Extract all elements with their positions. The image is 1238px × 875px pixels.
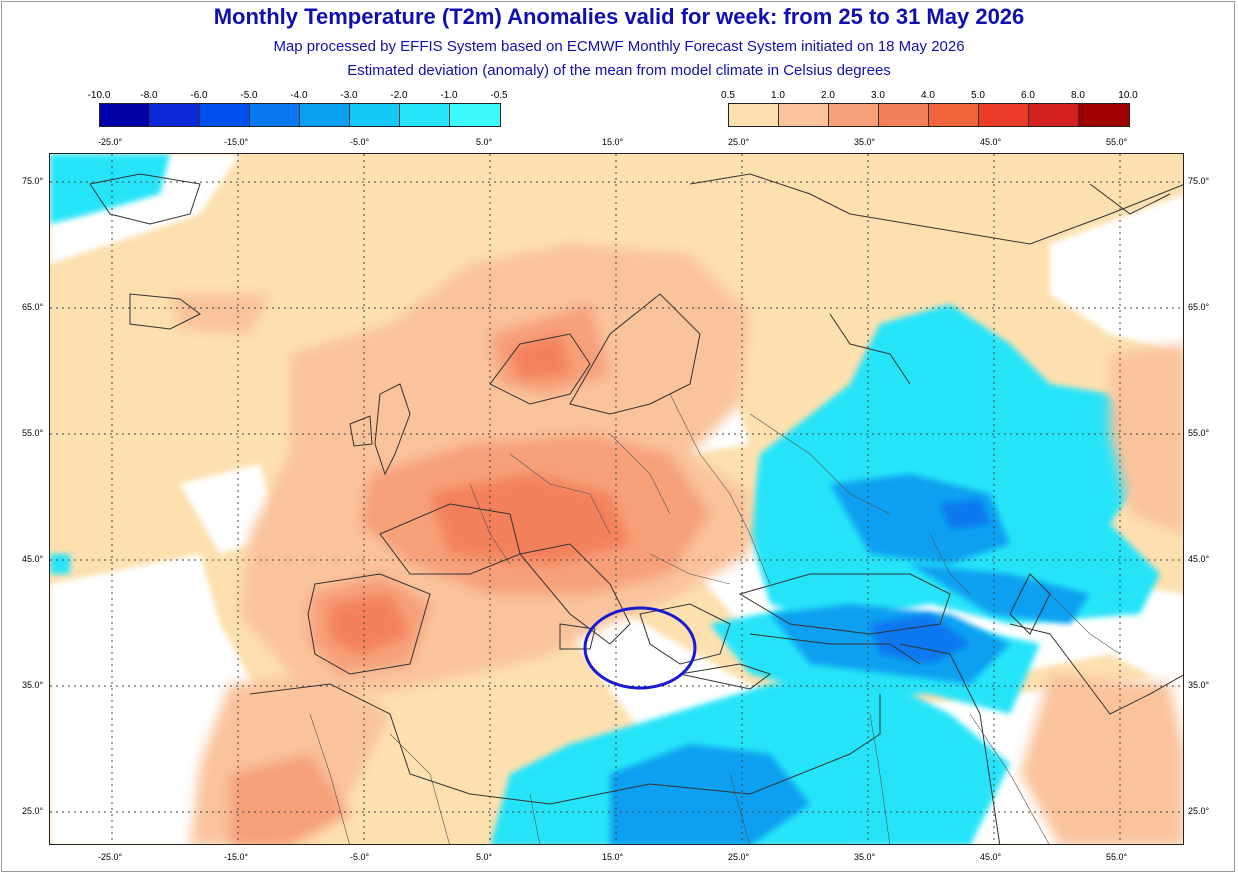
legend-negative: -10.0 -8.0 -6.0 -5.0 -4.0 -3.0 -2.0 -1.0 -0.5 [88, 90, 508, 127]
legend-positive-swatches [728, 103, 1130, 127]
longitude-label: 5.0° [476, 852, 493, 862]
anomaly-map-svg [50, 154, 1183, 844]
longitude-label: 45.0° [980, 852, 1002, 862]
latitude-label: 25.0° [22, 806, 44, 816]
legend-negative-labels: -10.0 -8.0 -6.0 -5.0 -4.0 -3.0 -2.0 -1.0 -0.5 [88, 90, 508, 103]
legend-negative-swatch [300, 104, 350, 126]
latitude-label: 25.0° [1188, 806, 1210, 816]
longitude-label: 55.0° [1106, 137, 1128, 147]
map-subtitle-description: Estimated deviation (anomaly) of the mea… [347, 62, 891, 79]
latitude-label: 35.0° [1188, 680, 1210, 690]
latitude-label: 55.0° [22, 428, 44, 438]
legend-negative-label: -3.0 [340, 90, 358, 101]
longitude-label: -25.0° [98, 137, 123, 147]
anomaly-map [49, 153, 1184, 845]
legend-negative-label: -2.0 [390, 90, 408, 101]
map-title: Monthly Temperature (T2m) Anomalies vali… [213, 4, 1025, 29]
legend-positive-label: 4.0 [921, 90, 935, 101]
longitude-label: -5.0° [350, 137, 370, 147]
legend-positive-label: 1.0 [771, 90, 785, 101]
legend-negative-label: -1.0 [440, 90, 458, 101]
legend-positive-swatch [879, 104, 929, 126]
legend-positive-swatch [729, 104, 779, 126]
latitude-label: 75.0° [22, 176, 44, 186]
legend-negative-swatch [100, 104, 150, 126]
legend-positive-swatch [1029, 104, 1079, 126]
latitude-label: 45.0° [1188, 554, 1210, 564]
longitude-label: -15.0° [224, 137, 249, 147]
legend-negative-label: -4.0 [290, 90, 308, 101]
legend-positive-labels: 0.5 1.0 2.0 3.0 4.0 5.0 6.0 8.0 10.0 [721, 90, 1138, 103]
legend-negative-label: -8.0 [140, 90, 158, 101]
legend-positive-label: 0.5 [721, 90, 735, 101]
western-cyan-patches [50, 554, 70, 574]
latitude-label: 65.0° [1188, 302, 1210, 312]
longitude-label: 25.0° [728, 852, 750, 862]
legend-negative-label: -6.0 [190, 90, 208, 101]
legend-negative-swatch [150, 104, 200, 126]
legend-positive-label: 8.0 [1071, 90, 1085, 101]
longitude-label: 15.0° [602, 137, 624, 147]
longitude-label: 55.0° [1106, 852, 1128, 862]
map-subtitle-source: Map processed by EFFIS System based on E… [273, 38, 965, 55]
country-borders [309, 393, 1121, 844]
longitude-label: -25.0° [98, 852, 123, 862]
longitude-label: 45.0° [980, 137, 1002, 147]
longitude-label: 35.0° [854, 852, 876, 862]
latitude-label: 35.0° [22, 680, 44, 690]
legend-positive-swatch [829, 104, 879, 126]
legend-positive-swatch [779, 104, 829, 126]
legend-negative-swatch [400, 104, 450, 126]
highlight-circle-annotation [583, 606, 697, 690]
legend-negative-label: -10.0 [87, 90, 111, 101]
legend-positive-swatch [979, 104, 1029, 126]
latitude-label: 55.0° [1188, 428, 1210, 438]
legend-positive-swatch [1079, 104, 1129, 126]
legend-negative-swatch [200, 104, 250, 126]
legend-negative-label: -5.0 [240, 90, 258, 101]
legend-positive-label: 3.0 [871, 90, 885, 101]
legend-negative-swatch [450, 104, 500, 126]
legend-negative-swatches [99, 103, 501, 127]
strong-hot-region [330, 334, 630, 654]
longitude-label: 25.0° [728, 137, 750, 147]
latitude-label: 45.0° [22, 554, 44, 564]
deep-blue-patches [870, 499, 990, 664]
longitude-label: 35.0° [854, 137, 876, 147]
latitude-label: 65.0° [22, 302, 44, 312]
graticule [50, 154, 1183, 844]
longitude-label: -5.0° [350, 852, 370, 862]
legend-positive: 0.5 1.0 2.0 3.0 4.0 5.0 6.0 8.0 10.0 [721, 90, 1138, 127]
coastlines [89, 173, 1183, 844]
longitude-label: -15.0° [224, 852, 249, 862]
legend-positive-label: 6.0 [1021, 90, 1035, 101]
legend-negative-swatch [350, 104, 400, 126]
legend-negative-swatch [250, 104, 300, 126]
legend-positive-label: 10.0 [1118, 90, 1138, 101]
latitude-label: 75.0° [1188, 176, 1210, 186]
legend-negative-label: -0.5 [490, 90, 508, 101]
longitude-label: 15.0° [602, 852, 624, 862]
longitude-label: 5.0° [476, 137, 493, 147]
legend-positive-swatch [929, 104, 979, 126]
legend-positive-label: 2.0 [821, 90, 835, 101]
legend-positive-label: 5.0 [971, 90, 985, 101]
